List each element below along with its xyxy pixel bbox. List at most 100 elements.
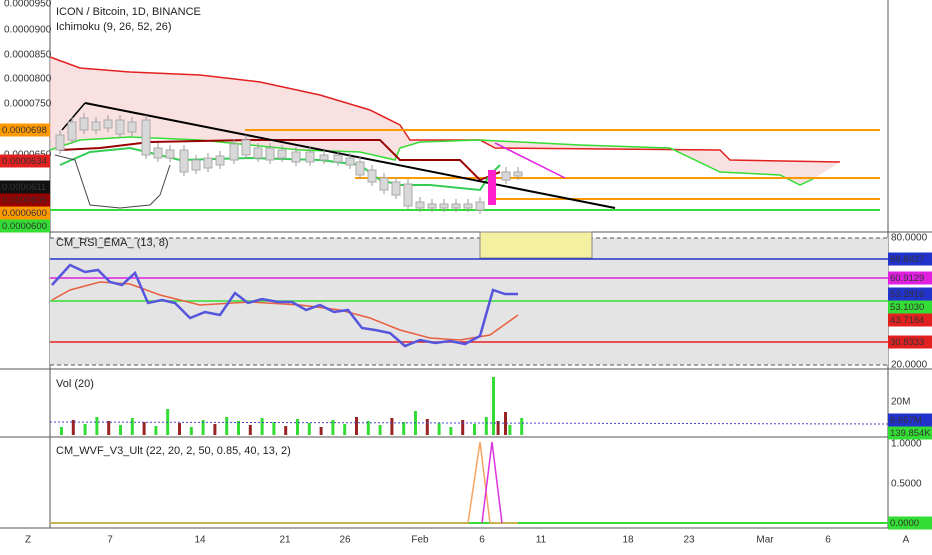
badge-label: 0.0000600 bbox=[2, 208, 47, 219]
volume-bar bbox=[95, 417, 99, 435]
time-label: 21 bbox=[279, 535, 291, 546]
volume-ma bbox=[49, 421, 889, 425]
volume-bar bbox=[378, 425, 382, 435]
price-tick: 0.0000750 bbox=[4, 99, 52, 110]
rsi-tick: 20.0000 bbox=[891, 360, 928, 371]
pane-label: Vol (20) bbox=[56, 378, 94, 390]
volume-bar bbox=[425, 419, 429, 435]
price-badge bbox=[0, 219, 50, 233]
chart-title: ICON / Bitcoin, 1D, BINANCE bbox=[56, 6, 201, 18]
highlight-candle bbox=[488, 170, 496, 205]
time-label: Feb bbox=[411, 535, 429, 546]
volume-bar bbox=[473, 424, 476, 435]
candle-body bbox=[463, 203, 473, 209]
price-badge bbox=[888, 413, 932, 427]
volume-bar bbox=[492, 377, 495, 435]
volume-bar bbox=[484, 417, 488, 435]
volume-bar bbox=[496, 421, 500, 435]
badge-label: 139.854K bbox=[890, 428, 931, 439]
price-tick: 0.0000800 bbox=[4, 74, 52, 85]
badge-label: 53.2816 bbox=[890, 289, 924, 300]
selection-box bbox=[479, 231, 593, 259]
badge-label: 69.8427 bbox=[890, 254, 924, 265]
badge-label: 0.0000605 bbox=[2, 195, 47, 206]
candles bbox=[55, 113, 523, 214]
candle-body bbox=[403, 183, 413, 207]
badge-label: 53.1030 bbox=[890, 302, 924, 313]
candle-body bbox=[319, 154, 329, 161]
volume-bar bbox=[71, 420, 75, 435]
candle-body bbox=[215, 155, 225, 166]
price-badge bbox=[0, 123, 50, 137]
badge-label: 0.0000698 bbox=[2, 125, 47, 136]
time-label: 14 bbox=[194, 535, 206, 546]
volume-bar bbox=[189, 427, 193, 435]
volume-bar bbox=[83, 424, 87, 435]
candle-body bbox=[191, 159, 201, 171]
volume-bar bbox=[390, 418, 394, 435]
volume-bar bbox=[366, 421, 370, 435]
price-badge bbox=[888, 271, 932, 285]
senkou-b bbox=[49, 136, 816, 186]
badge-label: 0.0000634 bbox=[2, 156, 47, 167]
volume-bar bbox=[437, 423, 441, 435]
candle-body bbox=[513, 171, 523, 177]
price-tick: 0.0000950 bbox=[4, 0, 52, 10]
frame bbox=[0, 0, 932, 529]
volume-bar bbox=[237, 421, 240, 435]
price-badge bbox=[0, 154, 50, 168]
candle-body bbox=[439, 203, 449, 209]
magenta-trendline bbox=[494, 142, 566, 179]
kijun-line bbox=[59, 139, 501, 182]
volume-bar bbox=[461, 420, 465, 435]
volume-bars bbox=[60, 377, 524, 435]
volume-bar bbox=[307, 423, 311, 435]
candle-body bbox=[333, 154, 343, 163]
price-badge bbox=[888, 287, 932, 301]
price-badge bbox=[888, 335, 932, 349]
volume-bar bbox=[178, 423, 181, 435]
price-badge bbox=[888, 300, 932, 314]
volume-bar bbox=[343, 424, 347, 435]
volume-bar bbox=[355, 417, 358, 435]
pane-label: CM_RSI_EMA_ (13, 8) bbox=[56, 237, 168, 249]
candle-body bbox=[253, 147, 263, 159]
candle-body bbox=[427, 203, 437, 209]
wvf-tick: 1.0000 bbox=[891, 439, 922, 450]
volume-tick: 20M bbox=[891, 397, 910, 408]
rsi-levels bbox=[50, 258, 888, 343]
volume-bar bbox=[107, 421, 111, 435]
volume-bar bbox=[142, 422, 146, 435]
candle-body bbox=[415, 201, 425, 209]
volume-bar bbox=[119, 425, 122, 435]
time-label: 7 bbox=[107, 535, 113, 546]
price-badge bbox=[888, 426, 932, 440]
time-label: 6 bbox=[825, 535, 831, 546]
volume-bar bbox=[449, 427, 453, 435]
volume-bar bbox=[331, 420, 335, 435]
volume-bar bbox=[520, 418, 524, 435]
candle-body bbox=[277, 149, 287, 159]
volume-bar bbox=[213, 424, 217, 435]
candle-body bbox=[345, 157, 355, 166]
candle-body bbox=[501, 171, 511, 181]
candle-body bbox=[475, 201, 485, 211]
volume-bar bbox=[402, 422, 406, 435]
volume-bar bbox=[296, 419, 299, 435]
time-label: 23 bbox=[683, 535, 695, 546]
time-label: 11 bbox=[536, 535, 547, 546]
candle-body bbox=[241, 139, 251, 156]
time-label: 18 bbox=[622, 535, 634, 546]
price-tick: 0.0000900 bbox=[4, 25, 52, 36]
candle-body bbox=[367, 169, 377, 183]
price-badge bbox=[888, 313, 932, 327]
price-badge bbox=[0, 193, 50, 207]
volume-bar bbox=[154, 426, 158, 435]
candle-body bbox=[115, 119, 125, 135]
price-badge bbox=[888, 516, 932, 530]
volume-bar bbox=[504, 412, 507, 435]
time-label: Mar bbox=[756, 535, 774, 546]
badge-label: 43.7184 bbox=[890, 315, 924, 326]
rsi-line bbox=[51, 263, 518, 348]
